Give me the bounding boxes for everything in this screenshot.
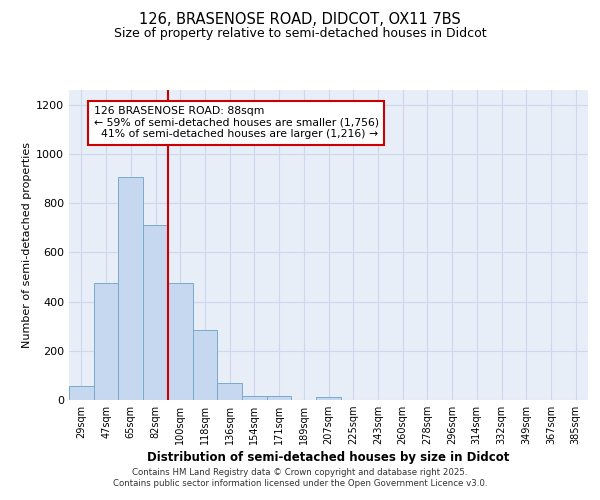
Bar — [316, 396, 341, 400]
Bar — [118, 178, 143, 400]
Y-axis label: Number of semi-detached properties: Number of semi-detached properties — [22, 142, 32, 348]
Text: Size of property relative to semi-detached houses in Didcot: Size of property relative to semi-detach… — [113, 28, 487, 40]
Text: 126, BRASENOSE ROAD, DIDCOT, OX11 7BS: 126, BRASENOSE ROAD, DIDCOT, OX11 7BS — [139, 12, 461, 28]
Bar — [193, 330, 217, 400]
Bar — [267, 396, 292, 400]
Bar — [143, 226, 168, 400]
Bar — [168, 283, 193, 400]
Bar — [69, 386, 94, 400]
Bar — [217, 384, 242, 400]
Bar — [242, 396, 267, 400]
Text: Contains HM Land Registry data © Crown copyright and database right 2025.
Contai: Contains HM Land Registry data © Crown c… — [113, 468, 487, 487]
X-axis label: Distribution of semi-detached houses by size in Didcot: Distribution of semi-detached houses by … — [148, 452, 509, 464]
Text: 126 BRASENOSE ROAD: 88sqm
← 59% of semi-detached houses are smaller (1,756)
  41: 126 BRASENOSE ROAD: 88sqm ← 59% of semi-… — [94, 106, 379, 139]
Bar — [94, 283, 118, 400]
